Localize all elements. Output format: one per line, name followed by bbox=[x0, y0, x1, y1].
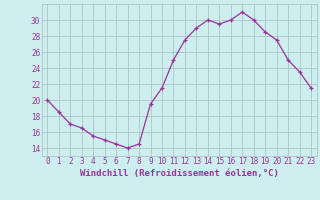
X-axis label: Windchill (Refroidissement éolien,°C): Windchill (Refroidissement éolien,°C) bbox=[80, 169, 279, 178]
